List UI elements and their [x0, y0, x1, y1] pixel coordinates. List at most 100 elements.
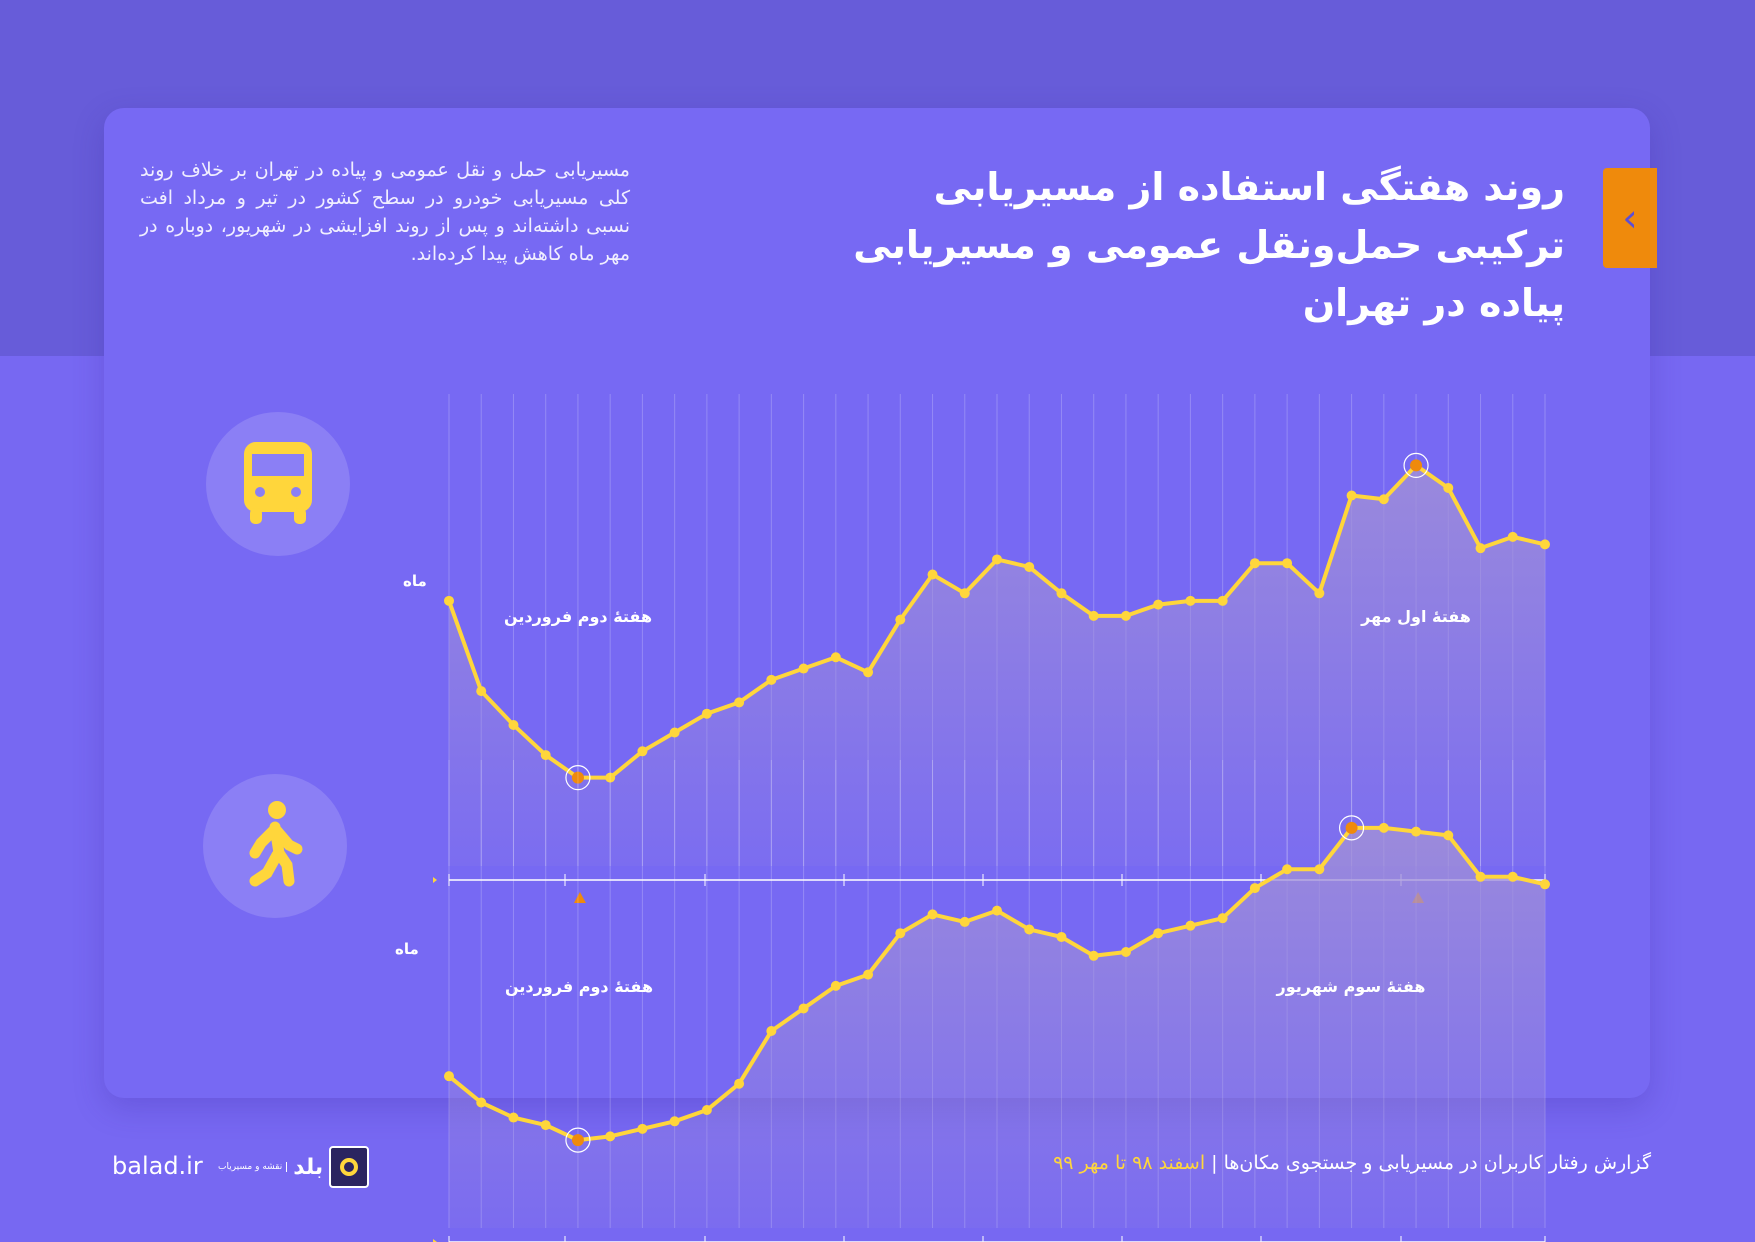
data-point [959, 588, 970, 599]
page-title: روند هفتگی استفاده از مسیریابی ترکیبی حم… [853, 165, 1565, 325]
highlight-ring [565, 765, 591, 791]
data-point [1088, 950, 1099, 961]
data-point [992, 905, 1002, 916]
data-point [830, 652, 841, 663]
logo-icon [329, 1146, 370, 1188]
data-point [1088, 610, 1099, 621]
data-point [766, 1026, 777, 1037]
brand-name: بلد [293, 1154, 324, 1180]
walking-person-icon [203, 774, 347, 918]
data-point [1314, 588, 1325, 599]
data-point [1185, 595, 1196, 606]
annotation-label: هفتهٔ سوم شهریور [1276, 977, 1426, 996]
data-point [1120, 610, 1131, 621]
data-point [1185, 920, 1196, 931]
data-point [444, 1071, 454, 1082]
data-point [1249, 883, 1260, 894]
data-point [637, 746, 648, 757]
highlight-point [1345, 821, 1358, 834]
highlight-point [1410, 459, 1423, 472]
data-point [895, 928, 906, 939]
annotation-label: هفتهٔ دوم فروردین [504, 977, 654, 996]
highlight-ring [1403, 452, 1429, 478]
data-point [798, 1003, 809, 1014]
data-point [1217, 913, 1228, 924]
data-point [637, 1123, 648, 1134]
report-title: گزارش رفتار کاربران در مسیریابی و جستجوی… [1223, 1152, 1651, 1174]
data-point [1443, 830, 1454, 841]
data-point [540, 1120, 551, 1131]
data-point [605, 1131, 616, 1142]
brand-logo: نقشه و مسیریاب بلد [218, 1146, 370, 1188]
data-point [444, 595, 454, 606]
data-point [1378, 822, 1389, 833]
data-point [508, 1112, 519, 1123]
data-point [1120, 947, 1131, 958]
marker-triangle-icon [573, 892, 586, 903]
data-point [1475, 543, 1486, 554]
data-point [476, 686, 487, 697]
data-point [701, 708, 712, 719]
data-point [863, 969, 874, 980]
highlight-ring [565, 1127, 591, 1153]
data-point [1056, 588, 1067, 599]
highlight-point [571, 771, 584, 784]
x-axis-label: ماه [395, 940, 419, 958]
data-point [605, 772, 616, 783]
data-point [927, 909, 938, 920]
data-point [1443, 482, 1454, 493]
data-point [540, 750, 551, 761]
data-point [927, 569, 938, 580]
data-point [1378, 494, 1389, 505]
annotation-label: هفتهٔ اول مهر [1361, 607, 1471, 626]
x-axis-label: ماه [403, 572, 427, 590]
data-point [1540, 539, 1550, 550]
separator: | [1211, 1152, 1218, 1174]
site-link[interactable]: balad.ir [112, 1152, 203, 1180]
back-button[interactable]: ‹ [1603, 168, 1657, 268]
data-point [1314, 864, 1325, 875]
data-point [1249, 558, 1260, 569]
data-point [766, 674, 777, 685]
data-point [734, 1078, 745, 1089]
annotation-label: هفتهٔ دوم فروردین [503, 607, 653, 626]
data-point [508, 719, 519, 730]
data-point [701, 1105, 712, 1116]
data-point [1056, 931, 1067, 942]
data-point [1217, 595, 1228, 606]
brand-subtitle: نقشه و مسیریاب [218, 1162, 288, 1172]
data-point [1153, 599, 1164, 610]
data-point [1540, 879, 1550, 890]
data-point [1282, 558, 1293, 569]
axis-arrow-icon [433, 1239, 437, 1242]
description: مسیریابی حمل و نقل عمومی و پیاده در تهرا… [140, 159, 630, 265]
axis-arrow-icon [433, 877, 437, 883]
data-point [863, 667, 874, 678]
data-point [992, 554, 1002, 565]
highlight-point [571, 1134, 584, 1147]
data-point [476, 1097, 487, 1108]
data-point [1153, 928, 1164, 939]
data-point [895, 614, 906, 625]
data-point [1411, 826, 1422, 837]
data-point [1507, 871, 1518, 882]
data-point [669, 727, 680, 738]
data-point [1475, 871, 1486, 882]
highlight-ring [1338, 815, 1365, 841]
data-point [798, 663, 809, 674]
report-period: اسفند ۹۸ تا مهر ۹۹ [1053, 1152, 1206, 1174]
data-point [1024, 924, 1035, 935]
data-point [1507, 531, 1518, 542]
chevron-left-icon: ‹ [1622, 196, 1638, 240]
data-point [1346, 490, 1357, 501]
data-point [734, 697, 745, 708]
data-point [830, 980, 841, 991]
area-fill [449, 465, 1545, 866]
data-point [1024, 561, 1035, 572]
area-fill [449, 827, 1545, 1228]
footer-report: گزارش رفتار کاربران در مسیریابی و جستجوی… [1053, 1152, 1651, 1174]
data-point [669, 1116, 680, 1127]
data-point [959, 916, 970, 927]
bus-icon [206, 412, 350, 556]
